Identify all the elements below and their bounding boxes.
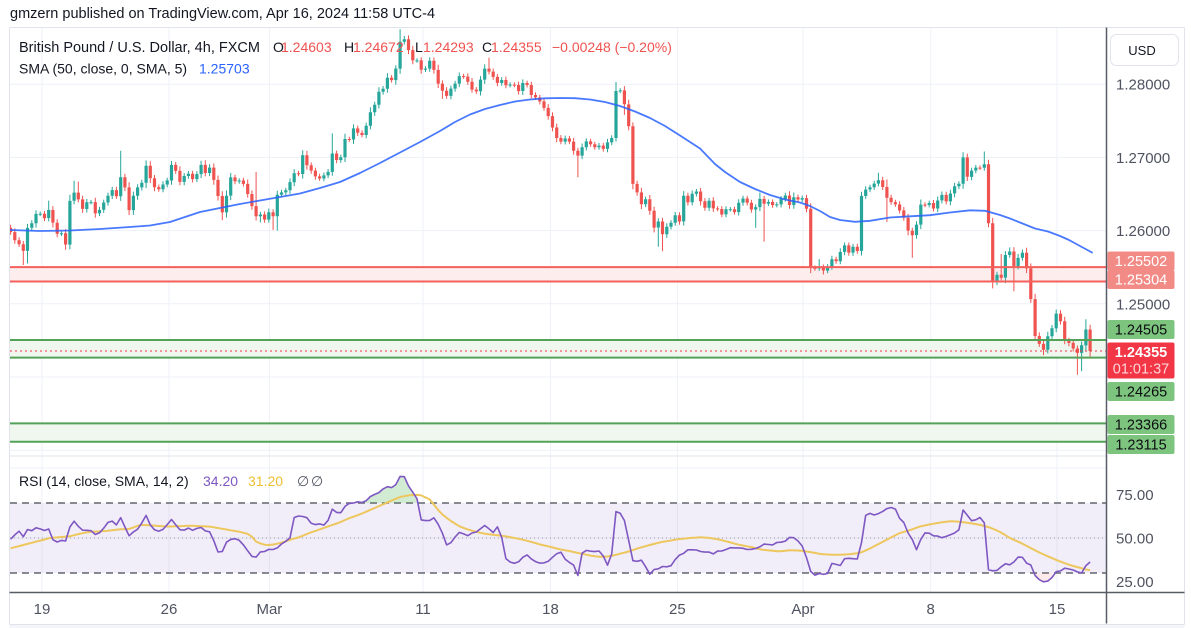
svg-text:1.25703: 1.25703: [199, 61, 250, 77]
svg-text:British Pound / U.S. Dollar, 4: British Pound / U.S. Dollar, 4h, FXCM: [19, 40, 260, 56]
svg-text:11: 11: [415, 601, 431, 618]
svg-text:25: 25: [669, 601, 686, 618]
svg-text:∅: ∅: [297, 473, 309, 489]
svg-text:1.27000: 1.27000: [1116, 150, 1170, 167]
svg-text:H: H: [344, 39, 354, 55]
svg-text:1.24355: 1.24355: [1115, 345, 1167, 361]
svg-text:O: O: [273, 39, 284, 55]
svg-text:1.25502: 1.25502: [1115, 254, 1167, 270]
svg-text:1.25304: 1.25304: [1115, 273, 1167, 289]
svg-text:∅: ∅: [311, 473, 323, 489]
svg-text:34.20: 34.20: [203, 473, 238, 489]
svg-text:75.00: 75.00: [1116, 487, 1154, 504]
svg-text:1.23115: 1.23115: [1115, 438, 1166, 454]
svg-text:1.28000: 1.28000: [1116, 77, 1170, 94]
svg-text:26: 26: [161, 601, 178, 618]
svg-text:1.24355: 1.24355: [491, 39, 542, 55]
svg-text:31.20: 31.20: [248, 473, 283, 489]
svg-text:8: 8: [927, 601, 935, 618]
svg-text:RSI (14, close, SMA, 14, 2): RSI (14, close, SMA, 14, 2): [19, 473, 189, 489]
svg-text:50.00: 50.00: [1116, 531, 1154, 548]
svg-text:01:01:37: 01:01:37: [1113, 362, 1169, 378]
svg-text:1.26000: 1.26000: [1116, 223, 1170, 240]
svg-text:C: C: [482, 39, 492, 55]
svg-text:15: 15: [1049, 601, 1066, 618]
svg-text:SMA (50, close, 0, SMA, 5): SMA (50, close, 0, SMA, 5): [19, 61, 187, 77]
svg-text:1.24293: 1.24293: [423, 39, 474, 55]
svg-text:L: L: [415, 39, 423, 55]
svg-text:1.24265: 1.24265: [1115, 385, 1167, 401]
svg-text:1.24603: 1.24603: [281, 39, 332, 55]
svg-text:−0.00248 (−0.20%): −0.00248 (−0.20%): [552, 39, 672, 55]
svg-text:1.24672: 1.24672: [353, 39, 404, 55]
svg-text:1.23366: 1.23366: [1115, 418, 1167, 434]
svg-text:1.25000: 1.25000: [1116, 296, 1170, 313]
svg-text:1.24505: 1.24505: [1115, 323, 1167, 339]
svg-text:25.00: 25.00: [1116, 574, 1154, 591]
svg-text:19: 19: [34, 601, 51, 618]
svg-text:Apr: Apr: [791, 601, 814, 618]
svg-text:USD: USD: [1128, 43, 1155, 58]
svg-text:Mar: Mar: [256, 601, 282, 618]
svg-text:gmzern published on TradingVie: gmzern published on TradingView.com, Apr…: [10, 6, 435, 22]
svg-text:18: 18: [542, 601, 559, 618]
